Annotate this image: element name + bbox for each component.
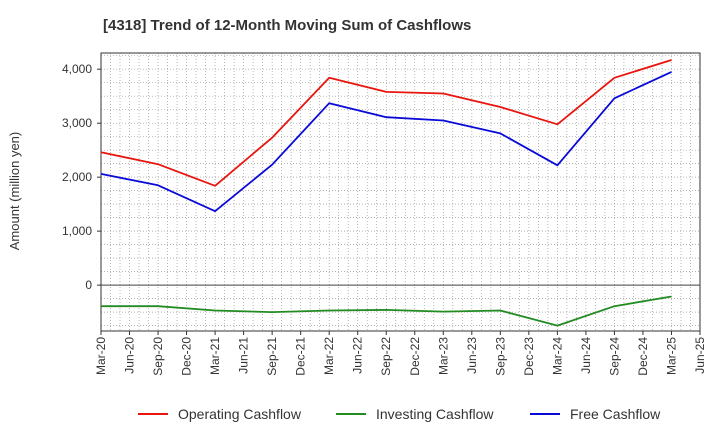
- legend-label-free-cashflow: Free Cashflow: [570, 406, 661, 422]
- x-tick-label: Mar-21: [208, 337, 222, 375]
- x-tick-label: Mar-24: [550, 337, 564, 375]
- legend: Operating Cashflow Investing Cashflow Free…: [138, 406, 661, 422]
- series-line-operating-cashflow: [100, 59, 672, 187]
- x-tick-label: Jun-25: [693, 337, 707, 374]
- x-tick-label: Dec-21: [294, 337, 308, 376]
- x-tick-label: Sep-21: [265, 337, 279, 376]
- x-tick-label: Dec-20: [180, 337, 194, 376]
- x-tick-label: Dec-23: [522, 337, 536, 376]
- x-tick-label: Jun-24: [579, 337, 593, 374]
- x-tick-label: Sep-22: [379, 337, 393, 376]
- x-axis-ticks: Mar-20 Jun-20 Sep-20 Dec-20 Mar-21 Jun-21 Sep-…: [94, 331, 707, 376]
- y-tick-label: 1,000: [62, 224, 92, 238]
- plot-frame: [100, 52, 701, 332]
- x-tick-label: Dec-24: [636, 337, 650, 376]
- y-tick-label: 3,000: [62, 116, 92, 130]
- y-tick-label: 0: [85, 278, 92, 292]
- legend-label-investing-cashflow: Investing Cashflow: [376, 406, 494, 422]
- x-tick-label: Dec-22: [408, 337, 422, 376]
- x-tick-label: Sep-23: [493, 337, 507, 376]
- y-axis-ticks: 4,000 3,000 2,000 1,000 0: [62, 62, 101, 292]
- x-tick-label: Sep-24: [607, 337, 621, 376]
- x-tick-label: Jun-21: [237, 337, 251, 374]
- legend-label-operating-cashflow: Operating Cashflow: [178, 406, 302, 422]
- x-tick-label: Jun-20: [123, 337, 137, 374]
- y-tick-label: 2,000: [62, 170, 92, 184]
- grid-lines: [101, 53, 700, 331]
- x-tick-label: Jun-23: [465, 337, 479, 374]
- x-tick-label: Mar-23: [436, 337, 450, 375]
- series-line-free-cashflow: [100, 71, 672, 213]
- y-axis-label: Amount (million yen): [7, 132, 22, 251]
- series-lines: [100, 59, 672, 327]
- x-tick-label: Mar-22: [322, 337, 336, 375]
- x-tick-label: Mar-25: [664, 337, 678, 375]
- x-tick-label: Jun-22: [351, 337, 365, 374]
- chart-title: [4318] Trend of 12-Month Moving Sum of C…: [103, 17, 471, 34]
- y-tick-label: 4,000: [62, 62, 92, 76]
- x-tick-label: Sep-20: [151, 337, 165, 376]
- x-tick-label: Mar-20: [94, 337, 108, 375]
- series-line-investing-cashflow: [101, 295, 672, 327]
